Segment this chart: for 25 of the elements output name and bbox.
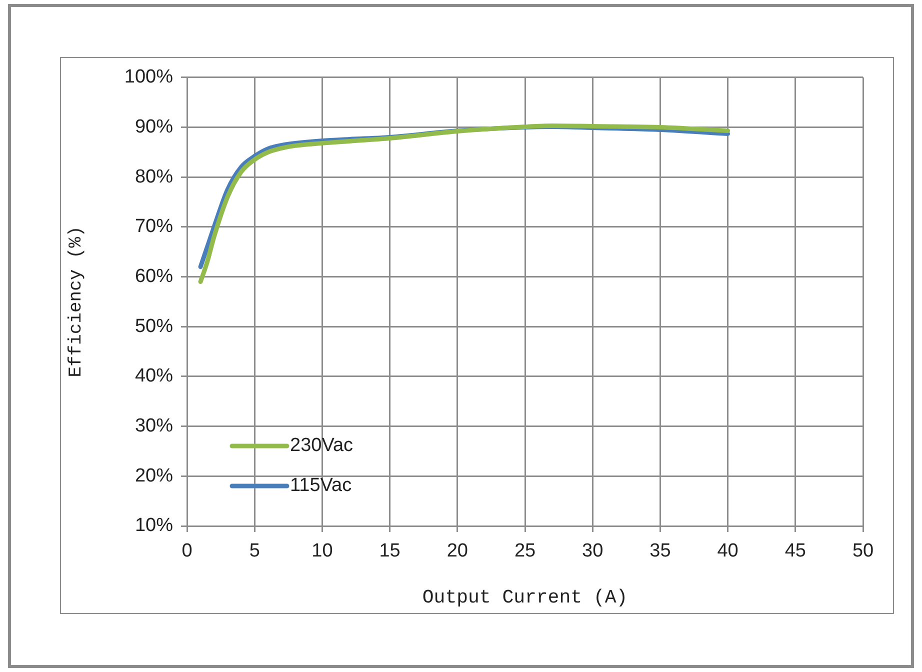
y-tick-label: 70% [134,216,174,238]
y-tick-label: 40% [134,366,174,387]
y-tick-label: 90% [134,116,174,138]
x-tick-label: 30 [582,540,604,562]
y-tick-label: 30% [134,416,174,437]
legend-label: 115Vac [290,475,352,496]
x-axis-title: Output Current (A) [422,586,628,609]
x-tick-label: 15 [379,540,400,562]
x-tick-label: 0 [182,540,192,562]
y-tick-label: 100% [124,66,174,88]
legend-label: 230Vac [290,435,354,456]
x-tick-label: 10 [312,540,333,562]
x-tick-label: 5 [249,540,260,562]
x-tick-label: 35 [650,540,671,562]
x-tick-label: 25 [514,540,536,562]
y-tick-label: 10% [134,515,174,536]
y-tick-label: 60% [134,266,174,288]
x-tick-label: 20 [446,540,468,562]
x-tick-label: 40 [717,540,738,562]
y-tick-label: 80% [134,166,174,188]
x-tick-label: 45 [784,540,806,562]
y-tick-label: 20% [134,465,174,486]
y-tick-label: 50% [134,316,174,337]
x-tick-label: 50 [852,540,874,562]
y-axis-title: Efficiency (%) [66,226,87,378]
